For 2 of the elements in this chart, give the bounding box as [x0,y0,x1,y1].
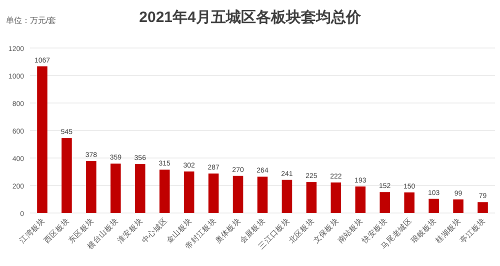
title: 2021年4月五城区各板块套均总价 [139,9,361,26]
annotation: 单位：万元/套 [6,16,56,25]
